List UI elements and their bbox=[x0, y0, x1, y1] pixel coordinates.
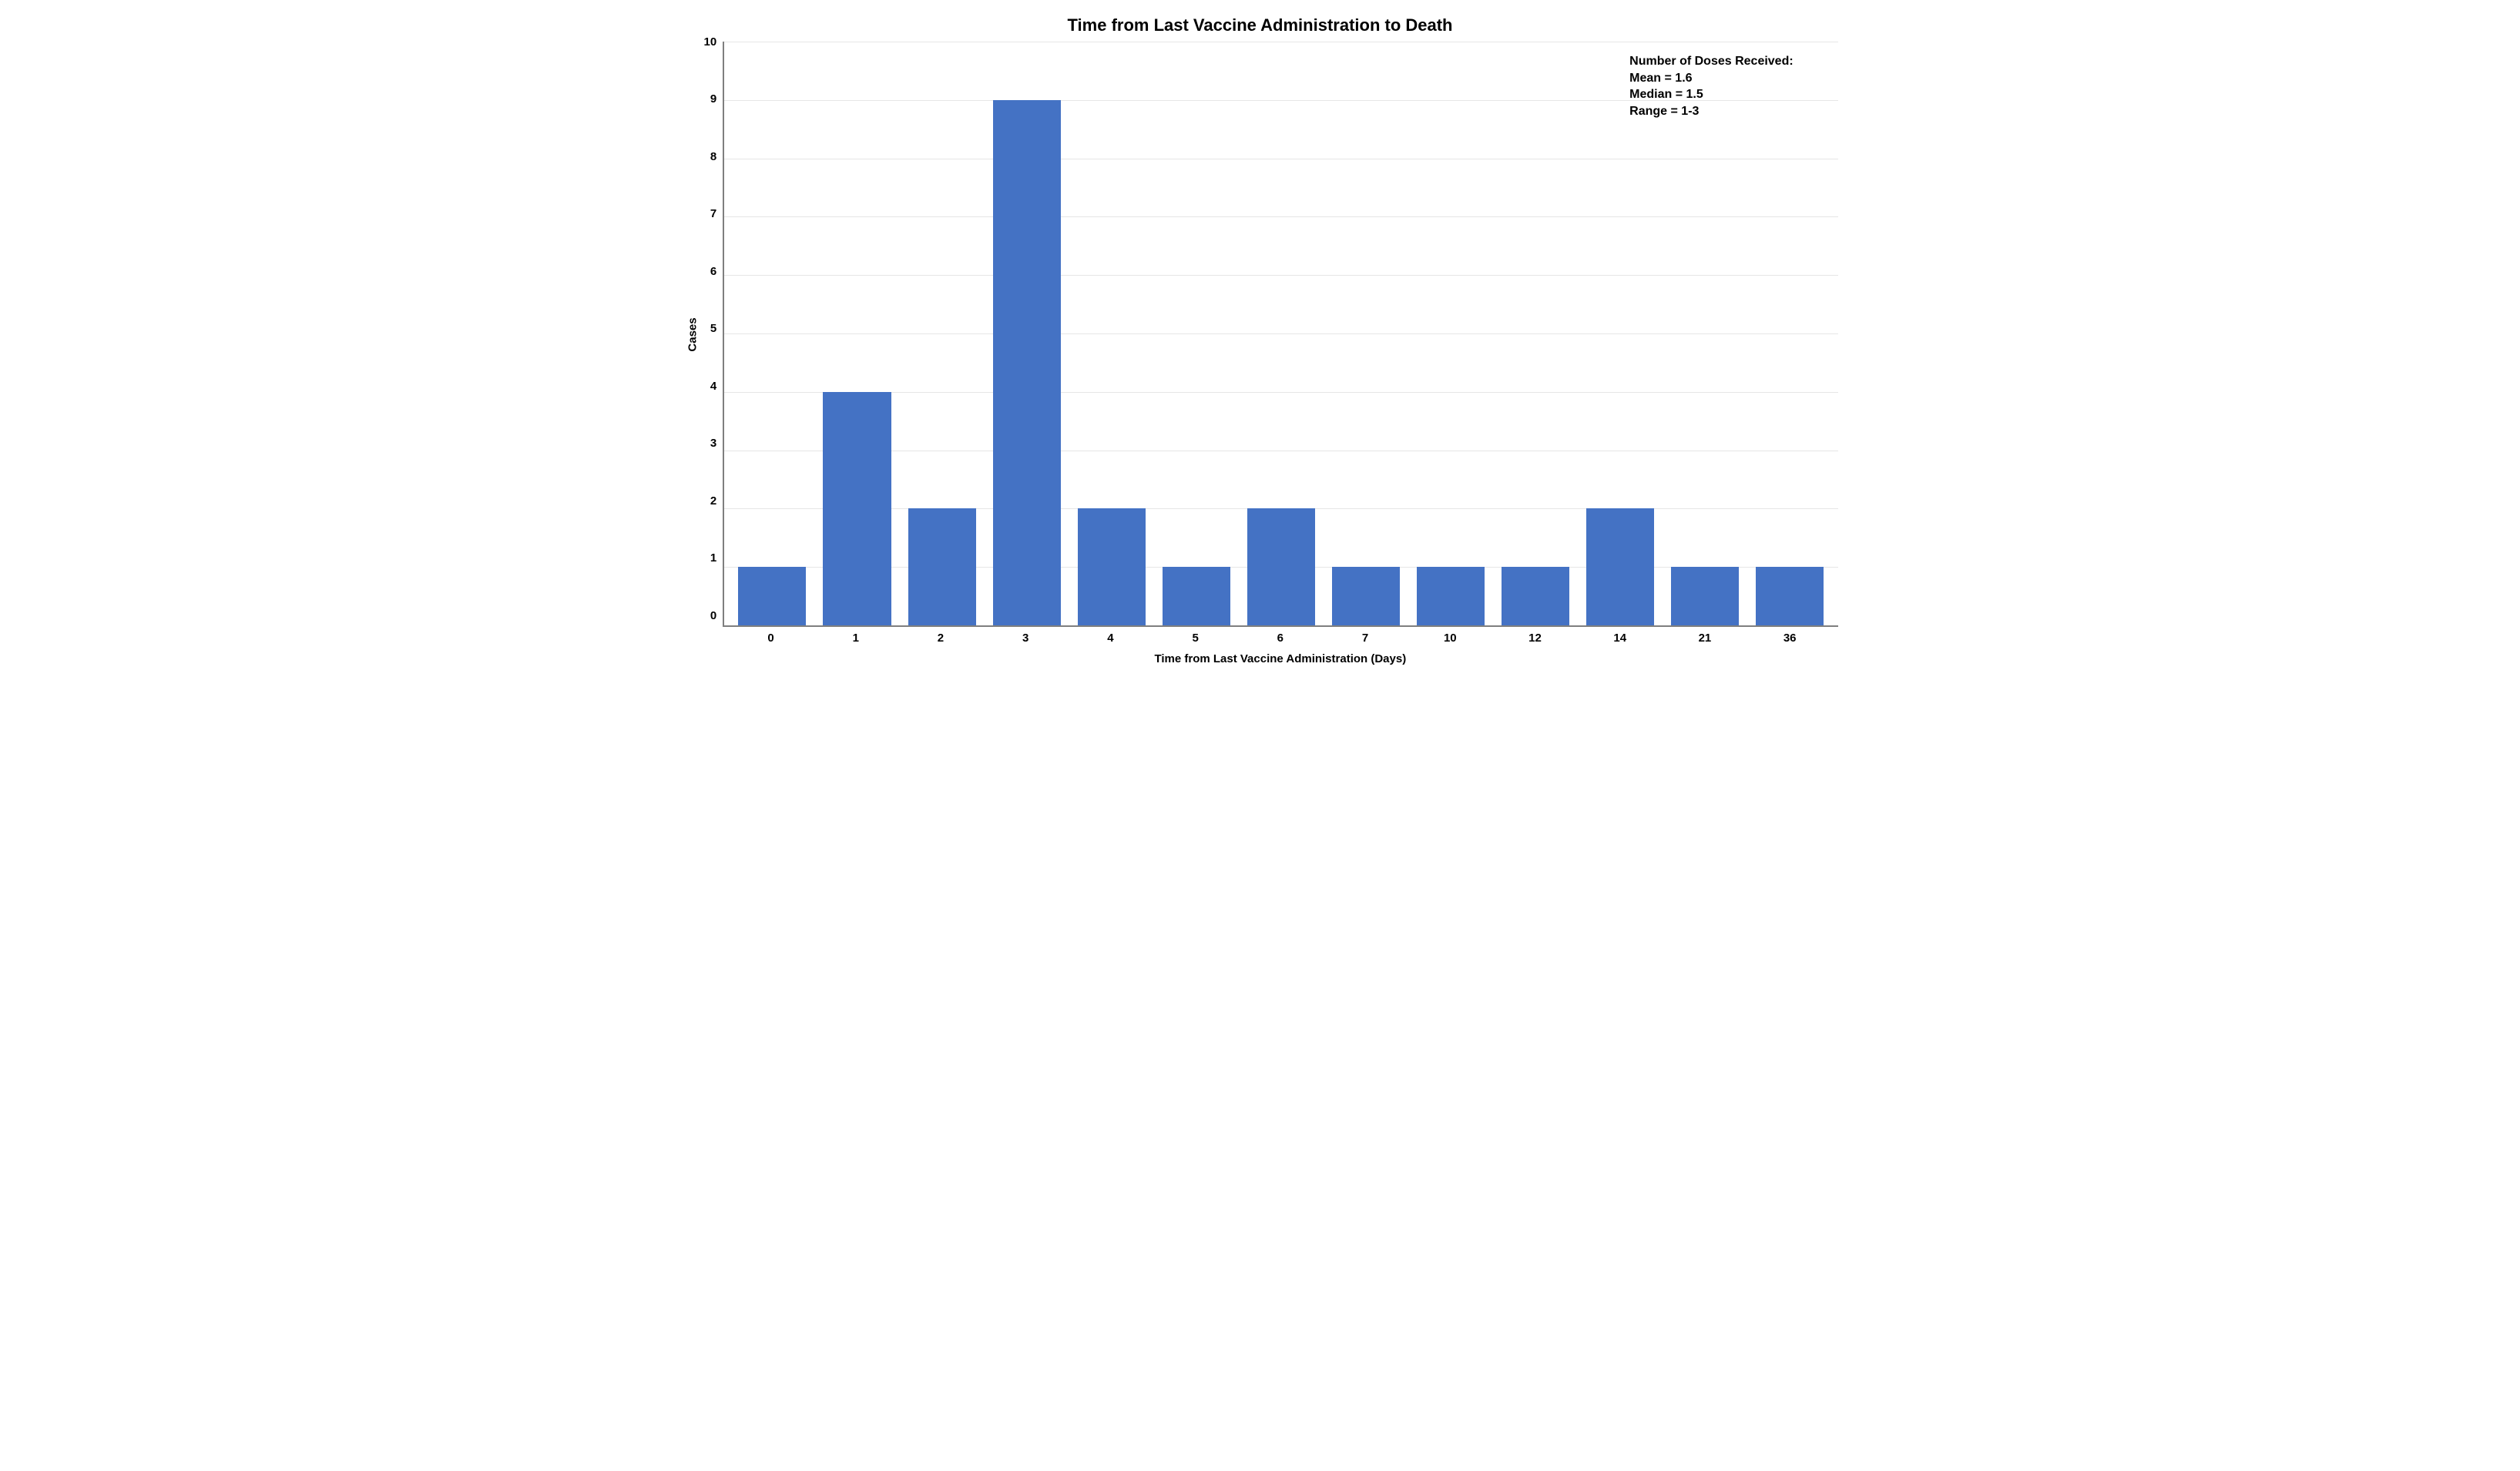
y-axis-label: Cases bbox=[686, 317, 700, 351]
chart-body: Cases 109876543210 Number of Doses Recei… bbox=[683, 42, 1838, 665]
chart-container: Time from Last Vaccine Administration to… bbox=[683, 15, 1838, 665]
x-tick: 14 bbox=[1578, 632, 1663, 645]
bar bbox=[1332, 567, 1400, 625]
bar-slot bbox=[1578, 42, 1663, 625]
y-tick: 2 bbox=[710, 495, 716, 507]
x-tick: 0 bbox=[728, 632, 813, 645]
x-tick: 12 bbox=[1492, 632, 1577, 645]
x-tick: 7 bbox=[1323, 632, 1408, 645]
y-tick: 7 bbox=[710, 208, 716, 219]
x-tick: 21 bbox=[1663, 632, 1747, 645]
bar bbox=[1247, 508, 1315, 625]
bar-slot bbox=[1324, 42, 1408, 625]
chart-title: Time from Last Vaccine Administration to… bbox=[683, 15, 1838, 35]
y-tick: 1 bbox=[710, 552, 716, 564]
bar bbox=[993, 100, 1061, 625]
bar-slot bbox=[730, 42, 814, 625]
bar-slot bbox=[1154, 42, 1239, 625]
x-axis: 012345671012142136 bbox=[723, 627, 1837, 645]
x-tick: 10 bbox=[1408, 632, 1492, 645]
bar bbox=[1756, 567, 1824, 625]
x-tick: 36 bbox=[1747, 632, 1832, 645]
y-tick: 8 bbox=[710, 151, 716, 163]
x-tick: 1 bbox=[814, 632, 898, 645]
annotation-line-3: Median = 1.5 bbox=[1629, 86, 1794, 103]
y-tick: 3 bbox=[710, 437, 716, 449]
y-tick: 10 bbox=[704, 36, 717, 48]
y-tick: 4 bbox=[710, 380, 716, 392]
bar-slot bbox=[814, 42, 899, 625]
x-tick: 5 bbox=[1153, 632, 1238, 645]
bar-slot bbox=[1239, 42, 1324, 625]
y-tick: 9 bbox=[710, 93, 716, 105]
bar-slot bbox=[1493, 42, 1578, 625]
ylabel-wrap: Cases bbox=[683, 42, 704, 627]
bar-slot bbox=[1408, 42, 1493, 625]
bar-slot bbox=[900, 42, 985, 625]
bar bbox=[1586, 508, 1654, 625]
x-tick: 6 bbox=[1238, 632, 1323, 645]
plot-area: Number of Doses Received: Mean = 1.6 Med… bbox=[723, 42, 1837, 627]
annotation-line-1: Number of Doses Received: bbox=[1629, 53, 1794, 70]
plot-wrap: Number of Doses Received: Mean = 1.6 Med… bbox=[723, 42, 1837, 665]
bar-slot bbox=[1747, 42, 1832, 625]
annotation-line-2: Mean = 1.6 bbox=[1629, 70, 1794, 87]
x-tick: 4 bbox=[1068, 632, 1153, 645]
x-tick: 3 bbox=[983, 632, 1068, 645]
y-axis: 109876543210 bbox=[704, 36, 723, 622]
bar bbox=[1163, 567, 1230, 625]
bar-slot bbox=[985, 42, 1069, 625]
y-tick: 6 bbox=[710, 266, 716, 277]
bar-slot bbox=[1069, 42, 1154, 625]
bar bbox=[738, 567, 806, 625]
annotation-line-4: Range = 1-3 bbox=[1629, 103, 1794, 120]
bar bbox=[908, 508, 976, 625]
y-tick: 0 bbox=[710, 610, 716, 622]
bar bbox=[1671, 567, 1739, 625]
bar bbox=[1502, 567, 1569, 625]
bars bbox=[724, 42, 1837, 625]
bar bbox=[1417, 567, 1485, 625]
x-axis-label: Time from Last Vaccine Administration (D… bbox=[723, 652, 1837, 665]
x-tick: 2 bbox=[898, 632, 983, 645]
bar bbox=[1078, 508, 1146, 625]
bar bbox=[823, 392, 891, 625]
bar-slot bbox=[1663, 42, 1747, 625]
y-tick: 5 bbox=[710, 323, 716, 334]
doses-annotation: Number of Doses Received: Mean = 1.6 Med… bbox=[1629, 53, 1794, 119]
